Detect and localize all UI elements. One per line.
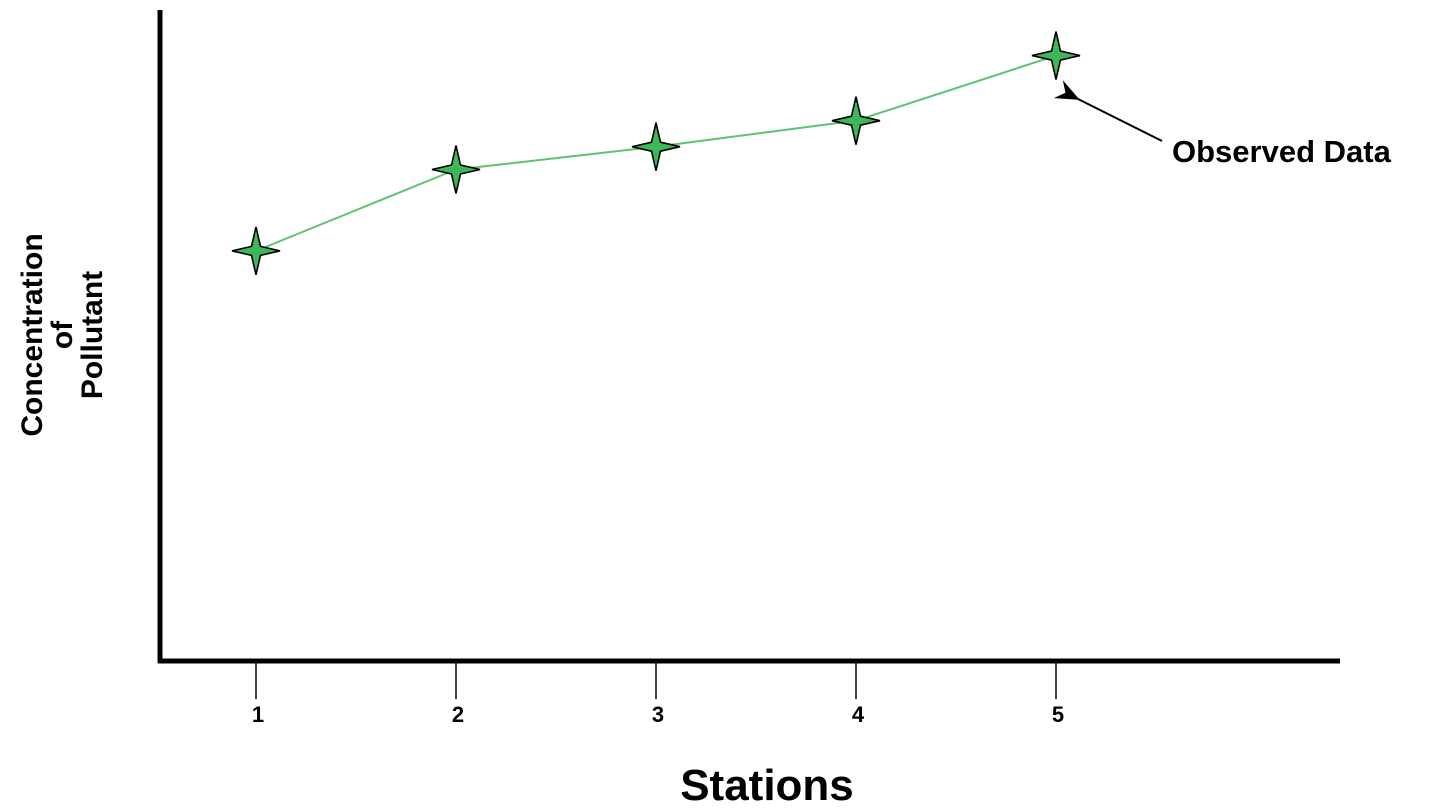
y-axis-title-line-2: of (46, 320, 79, 349)
series-line-segment-1 (255, 168, 457, 252)
data-point-star-station-5 (1031, 31, 1081, 80)
x-axis-title: Stations (680, 761, 854, 808)
x-tick-label-2: 2 (452, 702, 464, 727)
annotation-label: Observed Data (1172, 134, 1392, 169)
series-lines (255, 54, 1057, 252)
y-axis-title-line-3: Pollutant (76, 271, 109, 399)
series-line-segment-2 (455, 145, 657, 171)
x-tick-label-1: 1 (252, 702, 264, 727)
data-markers (231, 31, 1081, 276)
y-axis-title-line-1: Concentration (16, 233, 49, 436)
x-tick-label-4: 4 (852, 702, 865, 727)
data-point-star-station-2 (431, 145, 481, 194)
x-axis-ticks (255, 661, 1057, 699)
y-axis-title: Concentration of Pollutant (16, 233, 109, 436)
annotation: Observed Data (1053, 80, 1392, 169)
data-point-star-station-4 (831, 96, 881, 145)
x-tick-label-5: 5 (1052, 702, 1064, 727)
data-point-star-station-1 (231, 226, 281, 276)
x-axis-tick-labels: 1 2 3 4 5 (252, 702, 1064, 727)
annotation-arrow (1053, 80, 1163, 142)
series-line-segment-3 (655, 119, 857, 148)
series-line-segment-4 (855, 54, 1057, 122)
x-tick-label-3: 3 (652, 702, 664, 727)
data-point-star-station-3 (631, 122, 681, 171)
